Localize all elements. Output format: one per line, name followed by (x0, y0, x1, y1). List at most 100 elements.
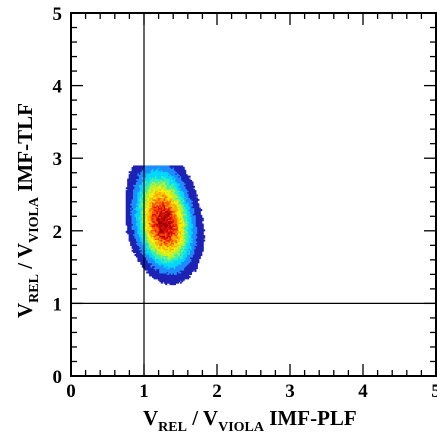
heatmap-cell (149, 190, 152, 193)
heatmap-cell (181, 255, 184, 258)
heatmap-cell (146, 187, 149, 190)
heatmap-cell (134, 254, 137, 257)
heatmap-cell (169, 275, 172, 278)
heatmap-cell (156, 209, 159, 212)
heatmap-cell (188, 267, 191, 270)
heatmap-cell (134, 239, 137, 242)
heatmap-cell (201, 240, 204, 244)
heatmap-cell (157, 182, 160, 185)
heatmap-cell (141, 262, 144, 265)
heatmap-cell (175, 280, 178, 283)
heatmap-cell (137, 169, 140, 172)
heatmap-cell (135, 230, 139, 233)
heatmap-cell (162, 223, 165, 226)
heatmap-cell (189, 214, 193, 217)
heatmap-cell (175, 207, 178, 210)
heatmap-cell (165, 194, 168, 197)
heatmap-cell (188, 232, 191, 235)
heatmap-cell (181, 165, 184, 168)
heatmap-cell (182, 272, 185, 275)
heatmap-cell (146, 233, 149, 236)
heatmap-cell (194, 220, 197, 223)
heatmap-cell (181, 262, 184, 265)
heatmap-cell (147, 169, 150, 172)
heatmap-cell (130, 204, 133, 207)
heatmap-cell (156, 188, 159, 191)
heatmap-cell (135, 209, 139, 212)
heatmap-cell (169, 272, 172, 275)
heatmap-cell (163, 270, 166, 273)
heatmap-cell (152, 168, 155, 171)
heatmap-cell (134, 190, 137, 193)
heatmap-cell (140, 204, 143, 207)
heatmap-cell (188, 256, 191, 259)
heatmap-cell (153, 168, 156, 171)
heatmap-cell (181, 259, 184, 262)
heatmap-cell (179, 209, 182, 212)
heatmap-cell (198, 229, 201, 232)
heatmap-cell (197, 261, 200, 264)
heatmap-cell (189, 267, 193, 270)
heatmap-cell (149, 271, 152, 274)
heatmap-cell (191, 255, 194, 258)
heatmap-cell (189, 239, 193, 242)
heatmap-cell (178, 188, 181, 191)
heatmap-cell (134, 235, 137, 238)
heatmap-cell (154, 232, 158, 235)
heatmap-cell (192, 213, 195, 216)
heatmap-cell (131, 240, 134, 244)
heatmap-cell (130, 217, 133, 220)
heatmap-cell (185, 191, 188, 194)
heatmap-cell (175, 165, 178, 168)
heatmap-cell (152, 190, 155, 193)
heatmap-cell (188, 206, 191, 209)
heatmap-cell (150, 262, 153, 265)
heatmap-cell (184, 226, 187, 229)
heatmap-cell (169, 222, 172, 225)
heatmap-cell (130, 200, 133, 203)
heatmap-cell (138, 194, 141, 197)
heatmap-cell (149, 175, 152, 178)
heatmap-cell (194, 194, 197, 197)
heatmap-cell (131, 206, 134, 209)
heatmap-cell (147, 191, 150, 194)
heatmap-cell (192, 236, 195, 239)
heatmap-cell (188, 217, 191, 220)
heatmap-cell (178, 207, 181, 210)
heatmap-cell (178, 214, 181, 217)
heatmap-cell (144, 169, 147, 172)
heatmap-cell (150, 239, 153, 242)
heatmap-cell (134, 168, 137, 171)
heatmap-cell (157, 207, 160, 210)
heatmap-cell (154, 267, 158, 270)
heatmap-cell (168, 184, 171, 187)
heatmap-cell (140, 210, 143, 213)
heatmap-cell (146, 175, 149, 178)
heatmap-cell (125, 216, 128, 219)
heatmap-cell (141, 254, 144, 257)
heatmap-cell (159, 216, 162, 219)
heatmap-cell (156, 200, 159, 203)
heatmap-cell (128, 190, 131, 193)
heatmap-cell (200, 229, 203, 232)
heatmap-cell (157, 246, 160, 249)
heatmap-cell (152, 271, 155, 274)
heatmap-cell (137, 175, 140, 178)
heatmap-cell (181, 242, 184, 245)
heatmap-cell (172, 259, 175, 262)
heatmap-cell (172, 171, 175, 174)
heatmap-cell (184, 258, 187, 261)
heatmap-cell (187, 243, 190, 246)
heatmap-cell (131, 179, 134, 183)
heatmap-cell (192, 262, 195, 265)
heatmap-cell (178, 280, 181, 283)
heatmap-cell (179, 216, 182, 219)
heatmap-cell (133, 233, 136, 236)
heatmap-cell (179, 238, 182, 241)
heatmap-cell (178, 220, 181, 223)
heatmap-cell (185, 251, 188, 254)
heatmap-cell (187, 179, 190, 183)
heatmap-cell (192, 238, 195, 241)
heatmap-cell (169, 201, 172, 204)
heatmap-cell (195, 214, 198, 217)
